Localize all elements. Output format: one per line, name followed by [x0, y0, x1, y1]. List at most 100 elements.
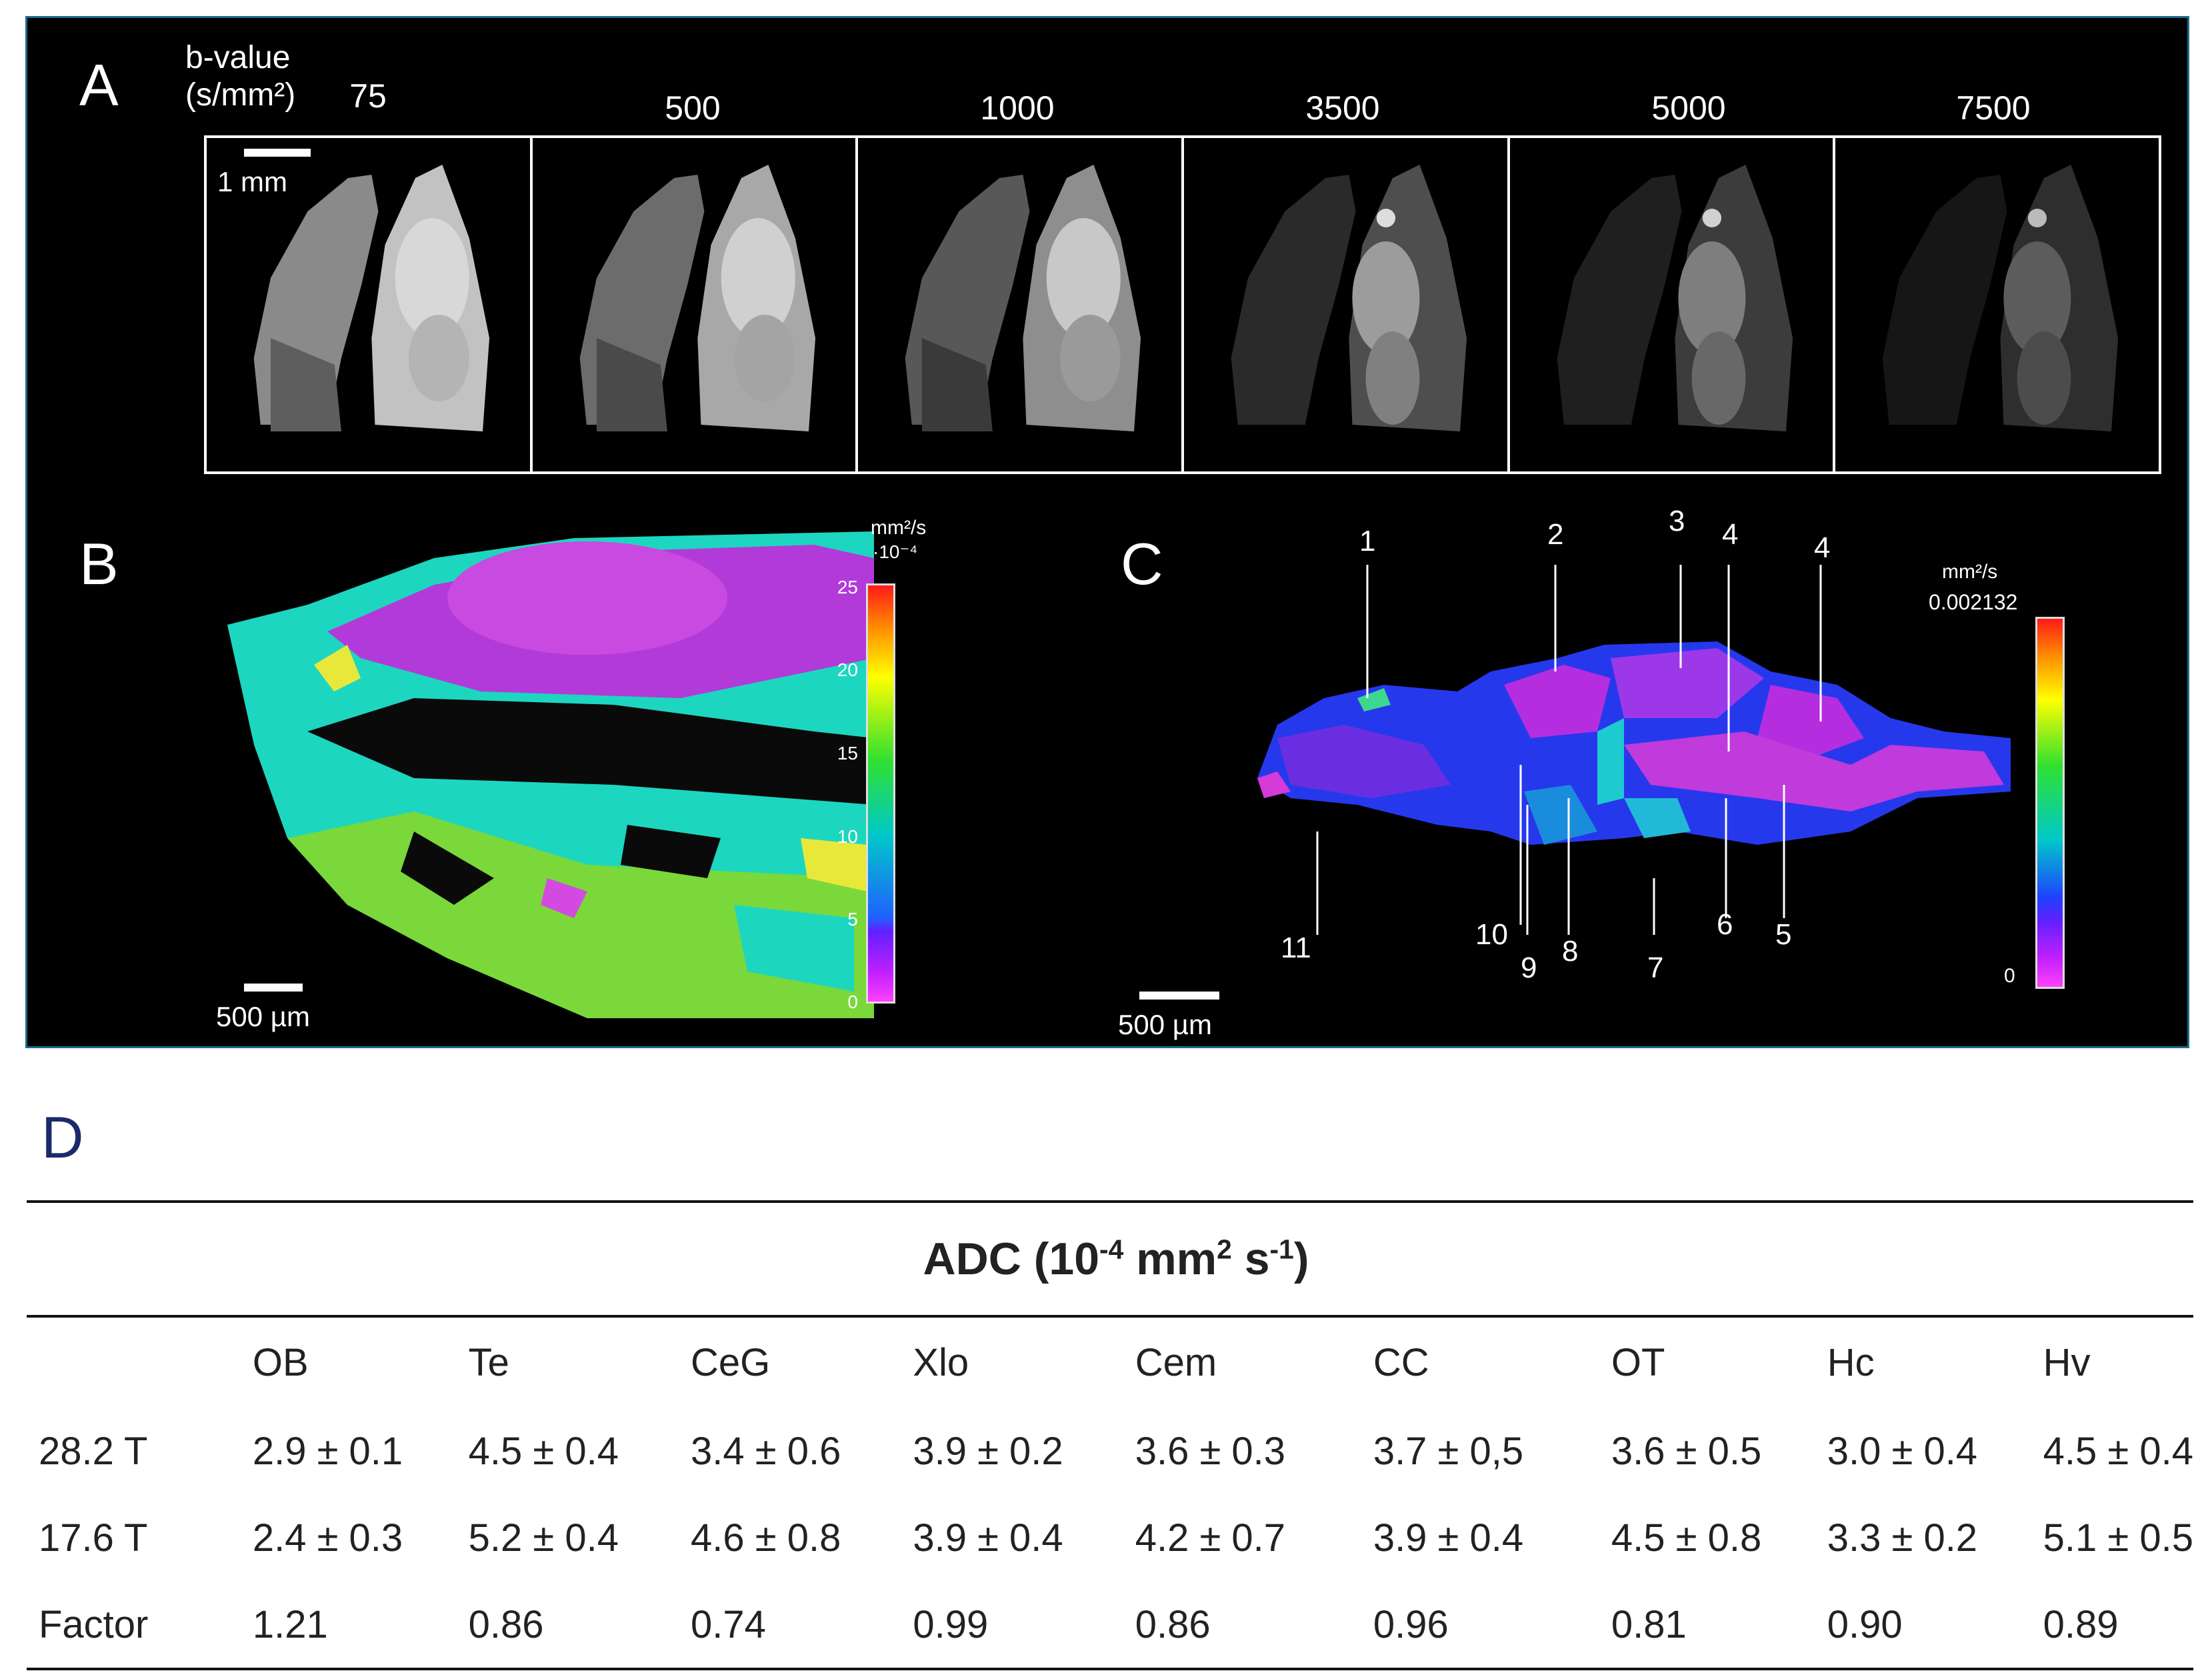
panel-a-scale-bar: [244, 149, 311, 157]
dwi-image-b5000: [1510, 138, 1836, 471]
panel-c-scale-label: 500 µm: [1118, 1009, 1212, 1040]
table-cell: 0.99: [901, 1581, 1123, 1670]
panel-b-tick: 0: [847, 992, 858, 1012]
table-row: 28.2 T 2.9 ± 0.1 4.5 ± 0.4 3.4 ± 0.6 3.9…: [27, 1408, 2193, 1494]
callout-4b: 4: [1814, 531, 1831, 564]
table-cell: 3.7 ± 0,5: [1373, 1429, 1524, 1473]
table-cell: 5.1 ± 0.5: [2043, 1516, 2193, 1560]
callout-6: 6: [1717, 908, 1733, 941]
table-cell: 2.4 ± 0.3: [252, 1516, 403, 1560]
panel-c-min-label: 0: [2004, 965, 2015, 987]
table-cell: 0.89: [2031, 1581, 2193, 1670]
panel-b-scale-bar: [244, 984, 303, 992]
panel-b-colorbar: [866, 583, 895, 1004]
bvalue-75: 75: [349, 77, 387, 115]
bvalue-5000: 5000: [1651, 89, 1726, 127]
panel-b-tick: 15: [837, 743, 858, 763]
callout-3: 3: [1669, 505, 1685, 537]
table-cell: 0.96: [1361, 1581, 1599, 1670]
table-row: 17.6 T 2.4 ± 0.3 5.2 ± 0.4 4.6 ± 0.8 3.9…: [27, 1494, 2193, 1581]
column-header: [27, 1316, 241, 1408]
table-title-row: ADC (10-4 mm2 s-1): [27, 1200, 2193, 1318]
dwi-image-b7500: [1835, 138, 2159, 471]
panel-c-label: C: [1121, 531, 1163, 597]
panel-b-tick: 5: [847, 909, 858, 930]
table-cell: 3.6 ± 0.5: [1611, 1429, 1762, 1473]
table-cell: 3.0 ± 0.4: [1827, 1429, 1978, 1473]
panel-b-unit-label: mm²/s: [871, 517, 927, 539]
table-cell: 3.3 ± 0.2: [1827, 1516, 1978, 1560]
table-cell: 3.6 ± 0.3: [1135, 1429, 1286, 1473]
panel-b-scale-label: 500 µm: [216, 1001, 310, 1032]
column-header: Cem: [1135, 1341, 1217, 1384]
panel-b-unit-exponent: ·10⁻⁴: [873, 541, 918, 562]
panel-c-colorbar: [2035, 617, 2065, 989]
callout-9: 9: [1521, 952, 1537, 984]
table-cell: 3.9 ± 0.2: [913, 1429, 1063, 1473]
column-header: Hc: [1827, 1341, 1875, 1384]
bvalue-unit-label: (s/mm²): [185, 77, 296, 113]
table-cell: 28.2 T: [39, 1429, 148, 1473]
table-cell: 17.6 T: [39, 1516, 148, 1560]
dwi-image-b3500: [1184, 138, 1510, 471]
callout-7: 7: [1647, 952, 1664, 984]
panel-b-tick: 10: [837, 826, 858, 847]
bvalue-3500: 3500: [1305, 89, 1380, 127]
panel-c-max-label: 0.002132: [1929, 590, 2018, 614]
dwi-image-b1000: [858, 138, 1185, 471]
figure-panel: A b-value (s/mm²) 75 500 1000 3500 5000 …: [25, 16, 2189, 1048]
panel-b-label: B: [79, 531, 119, 597]
table-header-row: OB Te CeG Xlo Cem CC OT Hc Hv: [27, 1316, 2193, 1408]
table-cell: Factor: [27, 1581, 241, 1670]
table-cell: 4.5 ± 0.4: [2043, 1429, 2193, 1473]
table-cell: 4.6 ± 0.8: [691, 1516, 841, 1560]
callout-2: 2: [1547, 518, 1564, 551]
callout-4a: 4: [1722, 518, 1739, 551]
bvalue-1000: 1000: [980, 89, 1055, 127]
panel-b-tick: 25: [837, 577, 858, 597]
table-cell: 2.9 ± 0.1: [252, 1429, 403, 1473]
column-header: Te: [468, 1341, 509, 1384]
column-header: Xlo: [913, 1341, 969, 1384]
panel-a-label: A: [79, 52, 119, 118]
table-cell: 0.74: [679, 1581, 901, 1670]
column-header: OB: [252, 1341, 309, 1384]
table-cell: 3.9 ± 0.4: [1373, 1516, 1524, 1560]
table-row: Factor 1.21 0.86 0.74 0.99 0.86 0.96 0.8…: [27, 1581, 2193, 1670]
adc-map-sagittal: [227, 531, 874, 1018]
panel-c-unit-label: mm²/s: [1942, 561, 1998, 583]
table-cell: 0.90: [1815, 1581, 2031, 1670]
dwi-image-b500: [533, 138, 859, 471]
table-cell: 0.81: [1599, 1581, 1815, 1670]
table-cell: 3.4 ± 0.6: [691, 1429, 841, 1473]
table-title: ADC (10-4 mm2 s-1): [27, 1200, 2193, 1318]
adc-map-brain: [1257, 641, 2011, 845]
panel-b-tick: 20: [837, 659, 858, 680]
bvalue-500: 500: [665, 89, 721, 127]
table-cell: 1.21: [240, 1581, 457, 1670]
bvalue-7500: 7500: [1956, 89, 2031, 127]
callout-8: 8: [1562, 935, 1579, 968]
table-cell: 5.2 ± 0.4: [468, 1516, 619, 1560]
adc-table: ADC (10-4 mm2 s-1) OB Te CeG Xlo Cem CC …: [27, 1200, 2193, 1670]
table-cell: 4.2 ± 0.7: [1135, 1516, 1286, 1560]
dwi-image-b75: [207, 138, 533, 471]
table-cell: 4.5 ± 0.8: [1611, 1516, 1762, 1560]
callout-10: 10: [1475, 918, 1508, 951]
panel-c-scale-bar: [1139, 992, 1219, 1000]
column-header: CC: [1373, 1341, 1429, 1384]
column-header: Hv: [2043, 1341, 2091, 1384]
callout-5: 5: [1775, 918, 1792, 951]
dwi-image-strip: [204, 135, 2161, 474]
panel-c-leader-lines: [1316, 565, 1822, 935]
table-cell: 4.5 ± 0.4: [468, 1429, 619, 1473]
table-cell: 3.9 ± 0.4: [913, 1516, 1063, 1560]
table-cell: 0.86: [1123, 1581, 1361, 1670]
callout-1: 1: [1359, 525, 1376, 557]
table-cell: 0.86: [456, 1581, 679, 1670]
panel-a-scale-label: 1 mm: [217, 166, 287, 197]
panel-d-label: D: [41, 1104, 84, 1170]
bvalue-axis-label: b-value: [185, 40, 291, 75]
callout-11: 11: [1281, 932, 1311, 964]
column-header: OT: [1611, 1341, 1665, 1384]
